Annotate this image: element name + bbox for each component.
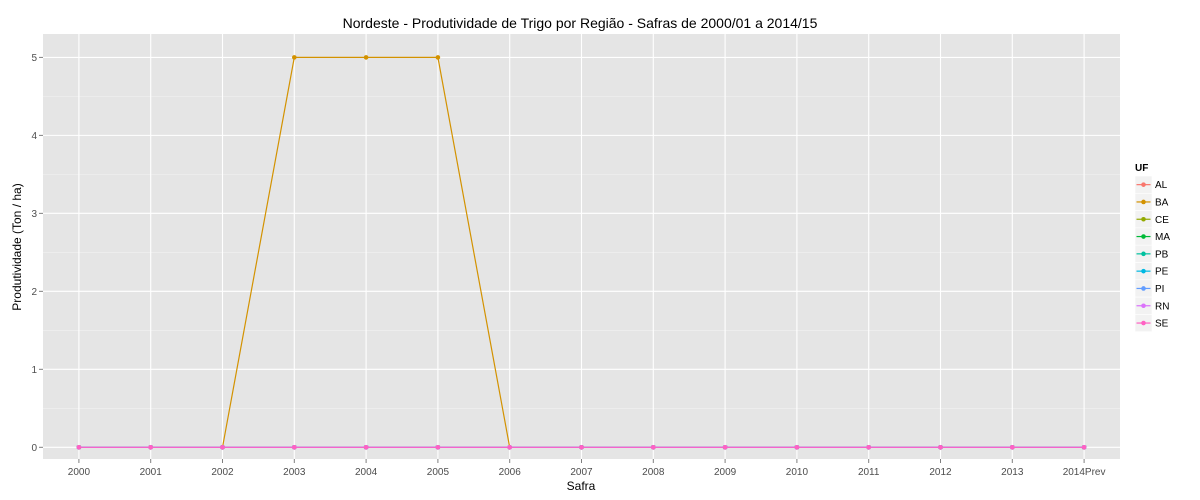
x-tick-label: 2010 xyxy=(786,467,809,478)
y-tick-label: 3 xyxy=(31,209,37,220)
legend-label: PE xyxy=(1155,267,1169,278)
legend-title: UF xyxy=(1135,163,1148,174)
legend-label: BA xyxy=(1155,197,1169,208)
legend-key-point xyxy=(1141,268,1146,274)
data-point xyxy=(938,445,943,450)
data-point xyxy=(1010,445,1015,450)
legend-key-point xyxy=(1141,320,1146,326)
x-tick-label: 2006 xyxy=(499,467,522,478)
y-tick-label: 2 xyxy=(31,287,37,298)
data-point xyxy=(148,445,153,450)
series-layer xyxy=(76,55,1087,450)
legend-label: SE xyxy=(1155,319,1169,330)
y-tick-label: 5 xyxy=(31,53,37,64)
legend-key-point xyxy=(1141,234,1146,239)
data-point xyxy=(866,445,871,450)
x-tick-label: 2005 xyxy=(427,467,450,478)
data-point xyxy=(507,445,512,450)
x-axis-title: Safra xyxy=(567,479,596,493)
legend-item-ba: BA xyxy=(1134,193,1169,211)
data-point xyxy=(651,445,656,450)
x-tick-label: 2001 xyxy=(140,467,163,478)
data-point xyxy=(220,445,225,450)
legend-label: PI xyxy=(1155,284,1164,295)
chart-title: Nordeste - Produtividade de Trigo por Re… xyxy=(343,15,818,31)
legend-item-ce: CE xyxy=(1134,210,1169,229)
legend-key-point xyxy=(1141,216,1146,222)
legend-item-pi: PI xyxy=(1134,279,1164,298)
legend-item-se: SE xyxy=(1134,314,1169,332)
y-tick-label: 0 xyxy=(31,443,37,454)
data-point xyxy=(435,55,441,60)
x-tick-label: 2000 xyxy=(68,467,91,478)
legend-item-rn: RN xyxy=(1134,296,1169,315)
legend-item-pb: PB xyxy=(1134,244,1169,263)
x-tick-label: 2011 xyxy=(858,467,880,478)
data-point xyxy=(292,55,297,60)
x-tick-label: 2013 xyxy=(1001,467,1024,478)
legend-key-point xyxy=(1141,286,1146,291)
x-tick-label: 2014Prev xyxy=(1063,467,1106,478)
y-tick-label: 4 xyxy=(31,131,37,142)
data-point xyxy=(1081,445,1087,450)
y-axis-ticks: 0 1 2 3 4 5 xyxy=(31,53,43,454)
data-point xyxy=(435,445,441,450)
series-se xyxy=(76,445,1087,450)
x-tick-label: 2008 xyxy=(642,467,665,478)
x-tick-label: 2002 xyxy=(211,467,234,478)
legend-key-point xyxy=(1141,251,1146,257)
data-point xyxy=(76,445,82,450)
data-point xyxy=(722,445,728,450)
legend-label: RN xyxy=(1155,301,1169,312)
x-tick-label: 2009 xyxy=(714,467,737,478)
legend: UF AL BA CE MA PB PE PI RN SE xyxy=(1134,163,1170,332)
legend-key-point xyxy=(1141,303,1146,309)
x-tick-label: 2004 xyxy=(355,467,378,478)
legend-label: AL xyxy=(1155,180,1168,191)
x-tick-label: 2007 xyxy=(570,467,593,478)
legend-label: PB xyxy=(1155,249,1169,260)
grid-lines xyxy=(43,34,1120,459)
x-tick-label: 2012 xyxy=(929,467,952,478)
legend-label: MA xyxy=(1155,232,1170,243)
y-axis-title: Produtividade (Ton / ha) xyxy=(10,183,24,310)
legend-item-pe: PE xyxy=(1134,262,1169,281)
data-point xyxy=(579,445,584,450)
legend-key-point xyxy=(1141,182,1146,187)
y-tick-label: 1 xyxy=(31,365,37,376)
data-point xyxy=(794,445,800,450)
legend-item-al: AL xyxy=(1134,175,1168,194)
x-axis-ticks: 2000 2001 2002 2003 2004 2005 2006 2007 2008 2009… xyxy=(68,459,1106,478)
legend-label: CE xyxy=(1155,215,1169,226)
data-point xyxy=(363,55,369,60)
x-tick-label: 2003 xyxy=(283,467,306,478)
legend-key-point xyxy=(1141,199,1146,205)
data-point xyxy=(363,445,369,450)
legend-item-ma: MA xyxy=(1134,227,1170,246)
data-point xyxy=(292,445,297,450)
